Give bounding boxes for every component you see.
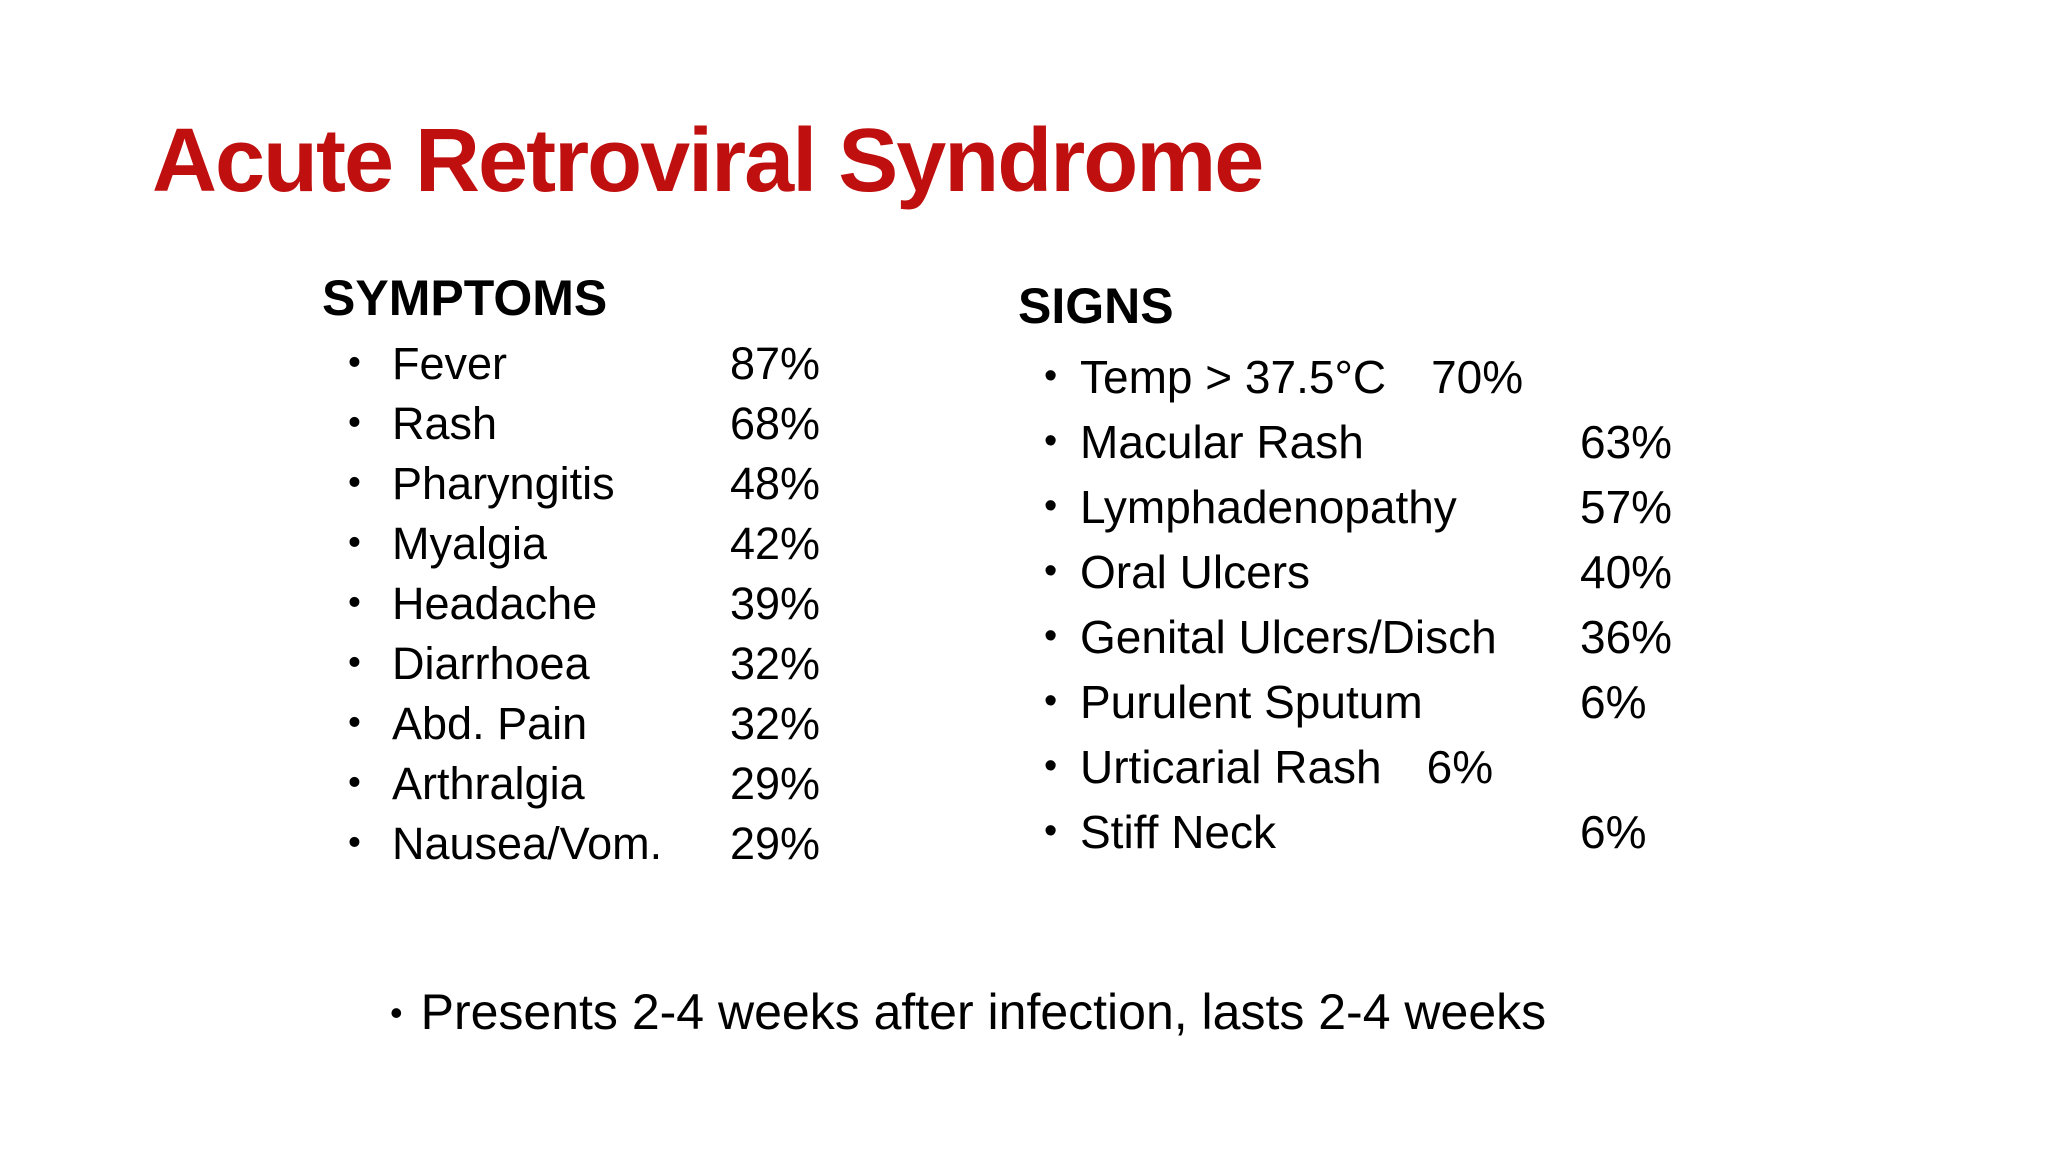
- symptom-label: Nausea/Vom.: [392, 818, 663, 869]
- symptom-label: Arthralgia: [392, 758, 585, 809]
- symptom-row: • Arthralgia 29%: [322, 754, 962, 814]
- symptom-label: Diarrhoea: [392, 638, 590, 689]
- sign-value: 70%: [1431, 350, 1524, 403]
- symptom-value: 42%: [730, 518, 821, 569]
- sign-value: 6%: [1426, 740, 1494, 793]
- sign-row: • Lymphadenopathy 57%: [1018, 474, 1778, 539]
- sign-value: 36%: [1580, 610, 1673, 663]
- sign-label: Purulent Sputum: [1080, 675, 1423, 728]
- bullet-icon: •: [348, 581, 361, 623]
- symptom-row: • Diarrhoea 32%: [322, 634, 962, 694]
- symptoms-list: • Fever 87% • Rash 68% • Pharyngitis 48%…: [322, 334, 962, 874]
- sign-label: Macular Rash: [1080, 415, 1364, 468]
- sign-value: 40%: [1580, 545, 1673, 598]
- footnote-text: Presents 2-4 weeks after infection, last…: [420, 984, 1547, 1040]
- footnote: • Presents 2-4 weeks after infection, la…: [390, 984, 1546, 1042]
- sign-label: Temp > 37.5°C: [1080, 350, 1387, 403]
- symptom-label: Myalgia: [392, 518, 548, 569]
- symptom-row: • Headache 39%: [322, 574, 962, 634]
- bullet-icon: •: [1044, 353, 1058, 396]
- symptom-value: 48%: [730, 458, 821, 509]
- bullet-icon: •: [1044, 483, 1058, 526]
- bullet-icon: •: [348, 761, 361, 803]
- sign-row: • Genital Ulcers/Disch 36%: [1018, 604, 1778, 669]
- sign-value: 6%: [1580, 675, 1647, 728]
- symptom-row: • Pharyngitis 48%: [322, 454, 962, 514]
- sign-label: Stiff Neck: [1080, 805, 1276, 858]
- symptom-value: 68%: [730, 398, 821, 449]
- sign-row: • Urticarial Rash 6%: [1018, 734, 1778, 799]
- symptom-row: • Nausea/Vom. 29%: [322, 814, 962, 874]
- bullet-icon: •: [1044, 678, 1058, 721]
- sign-value: 6%: [1580, 805, 1647, 858]
- bullet-icon: •: [348, 701, 361, 743]
- sign-label: Oral Ulcers: [1080, 545, 1311, 598]
- symptom-value: 29%: [730, 758, 821, 809]
- sign-value: 57%: [1580, 480, 1673, 533]
- bullet-icon: •: [348, 461, 361, 503]
- symptom-value: 32%: [730, 638, 821, 689]
- sign-row: • Temp > 37.5°C 70%: [1018, 344, 1778, 409]
- bullet-icon: •: [348, 821, 361, 863]
- bullet-icon: •: [348, 401, 361, 443]
- signs-header: SIGNS: [1018, 278, 1174, 334]
- symptom-row: • Abd. Pain 32%: [322, 694, 962, 754]
- symptom-label: Headache: [392, 578, 598, 629]
- slide-title: Acute Retroviral Syndrome: [152, 111, 1264, 211]
- sign-label: Genital Ulcers/Disch: [1080, 610, 1497, 663]
- symptom-row: • Rash 68%: [322, 394, 962, 454]
- sign-row: • Macular Rash 63%: [1018, 409, 1778, 474]
- bullet-icon: •: [1044, 548, 1058, 591]
- sign-label: Lymphadenopathy: [1080, 480, 1457, 533]
- symptom-value: 87%: [730, 338, 821, 389]
- signs-list: • Temp > 37.5°C 70% • Macular Rash 63% •…: [1018, 344, 1778, 864]
- symptom-label: Pharyngitis: [392, 458, 615, 509]
- bullet-icon: •: [1044, 418, 1058, 461]
- bullet-icon: •: [390, 992, 403, 1034]
- symptom-value: 29%: [730, 818, 821, 869]
- sign-label: Urticarial Rash: [1080, 740, 1382, 793]
- symptom-label: Rash: [392, 398, 498, 449]
- sign-row: • Purulent Sputum 6%: [1018, 669, 1778, 734]
- symptom-label: Abd. Pain: [392, 698, 588, 749]
- bullet-icon: •: [1044, 808, 1058, 851]
- symptom-row: • Myalgia 42%: [322, 514, 962, 574]
- symptoms-section: SYMPTOMS • Fever 87% • Rash 68% • Pharyn…: [322, 273, 962, 874]
- signs-section: SIGNS • Temp > 37.5°C 70% • Macular Rash…: [1018, 281, 1778, 864]
- symptom-label: Fever: [392, 338, 508, 389]
- symptoms-header: SYMPTOMS: [322, 270, 608, 326]
- bullet-icon: •: [348, 341, 361, 383]
- sign-row: • Stiff Neck 6%: [1018, 799, 1778, 864]
- bullet-icon: •: [1044, 743, 1058, 786]
- bullet-icon: •: [348, 641, 361, 683]
- bullet-icon: •: [348, 521, 361, 563]
- symptom-value: 39%: [730, 578, 821, 629]
- symptom-row: • Fever 87%: [322, 334, 962, 394]
- bullet-icon: •: [1044, 613, 1058, 656]
- sign-row: • Oral Ulcers 40%: [1018, 539, 1778, 604]
- symptom-value: 32%: [730, 698, 821, 749]
- sign-value: 63%: [1580, 415, 1673, 468]
